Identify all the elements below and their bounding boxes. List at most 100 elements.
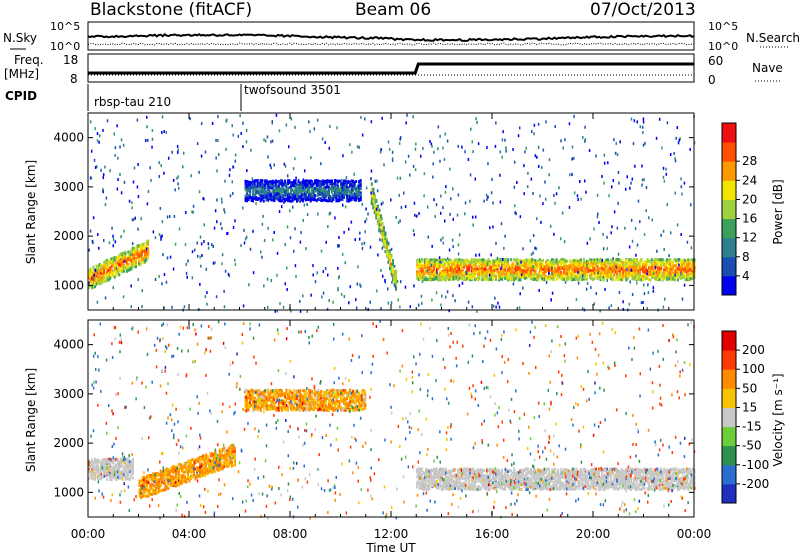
power-cell — [395, 269, 397, 272]
nsky-panel: N.Sky 10^5 10^0 10^5 10^0 N.Search — [3, 20, 800, 53]
power-cell — [144, 260, 146, 263]
power-cell — [238, 135, 240, 138]
power-cell — [400, 177, 402, 180]
power-cell — [641, 165, 643, 168]
power-cell — [216, 220, 218, 223]
power-cell — [148, 190, 150, 193]
power-cell — [619, 291, 621, 294]
power-cell — [642, 131, 644, 134]
power-cell — [457, 214, 459, 217]
power-cell — [226, 119, 228, 122]
power-cell — [97, 233, 99, 236]
power-cell — [312, 273, 314, 276]
power-cell — [413, 284, 415, 287]
freq-tick-bottom: 8 — [70, 72, 78, 86]
power-cell — [398, 299, 400, 302]
power-cell — [317, 119, 319, 122]
power-cell — [271, 279, 273, 282]
power-cell — [246, 129, 248, 132]
power-cell — [589, 237, 591, 240]
power-cell — [504, 235, 506, 238]
power-cell — [121, 138, 123, 141]
power-cell — [487, 263, 489, 266]
power-cell — [93, 274, 95, 277]
power-cell — [303, 178, 305, 181]
power-cell — [123, 230, 125, 233]
power-cell — [226, 232, 228, 235]
power-cell — [292, 206, 294, 209]
power-cell — [646, 186, 648, 189]
power-cell — [147, 240, 149, 243]
power-cell — [159, 161, 161, 164]
power-cell — [341, 293, 343, 296]
power-cell — [519, 292, 521, 295]
power-cell — [249, 190, 251, 193]
power-heatmap — [88, 114, 695, 313]
power-cell — [445, 133, 447, 136]
power-cell — [342, 154, 344, 157]
power-cell — [631, 118, 633, 121]
power-cell — [507, 262, 509, 265]
power-cell — [314, 194, 316, 197]
power-cell — [116, 267, 118, 270]
power-cell — [161, 234, 163, 237]
power-cell — [371, 170, 373, 173]
power-cell — [538, 123, 540, 126]
nave-tick-top: 60 — [708, 54, 723, 68]
power-cell — [643, 178, 645, 181]
power-cell — [379, 238, 381, 241]
power-cell — [289, 200, 291, 203]
power-cell — [662, 258, 664, 261]
power-cell — [377, 205, 379, 208]
power-cell — [440, 195, 442, 198]
power-cell — [208, 242, 210, 245]
power-cell — [648, 216, 650, 219]
power-cell — [171, 306, 173, 309]
power-cell — [199, 190, 201, 193]
power-cell — [225, 148, 227, 151]
power-cell — [622, 300, 624, 303]
power-cell — [558, 186, 560, 189]
power-cell — [357, 283, 359, 286]
power-cell — [542, 277, 544, 280]
power-cell — [221, 201, 223, 204]
power-cell — [663, 306, 665, 309]
power-cell — [440, 303, 442, 306]
power-cell — [112, 235, 114, 238]
nsearch-tick-bottom: 10^0 — [708, 40, 738, 53]
power-cell — [610, 231, 612, 234]
power-cell — [304, 204, 306, 207]
power-cell — [166, 131, 168, 134]
power-cell — [162, 115, 164, 118]
power-cell — [500, 200, 502, 203]
power-cell — [299, 300, 301, 303]
power-cell — [243, 229, 245, 232]
power-cell — [593, 302, 595, 305]
power-cell — [90, 267, 92, 270]
power-cell — [643, 117, 645, 120]
power-cell — [454, 299, 456, 302]
power-cell — [589, 149, 591, 152]
power-cell — [474, 275, 476, 278]
power-cell — [608, 306, 610, 309]
power-cell — [468, 301, 470, 304]
power-cell — [578, 282, 580, 285]
power-cell — [536, 217, 538, 220]
power-cell — [186, 276, 188, 279]
power-cell — [268, 190, 270, 193]
freq-unit: [MHz] — [4, 67, 39, 81]
page-title: Blackstone (fitACF) — [90, 0, 252, 20]
power-cell — [159, 233, 161, 236]
power-cell — [201, 155, 203, 158]
power-cell — [346, 198, 348, 201]
power-cell — [137, 163, 139, 166]
power-cell — [315, 280, 317, 283]
power-cell — [314, 127, 316, 130]
power-cell — [604, 154, 606, 157]
power-cell — [360, 198, 362, 201]
power-cell — [487, 162, 489, 165]
power-cell — [608, 194, 610, 197]
power-cell — [399, 219, 401, 222]
power-cell — [576, 298, 578, 301]
power-cell — [257, 179, 259, 182]
